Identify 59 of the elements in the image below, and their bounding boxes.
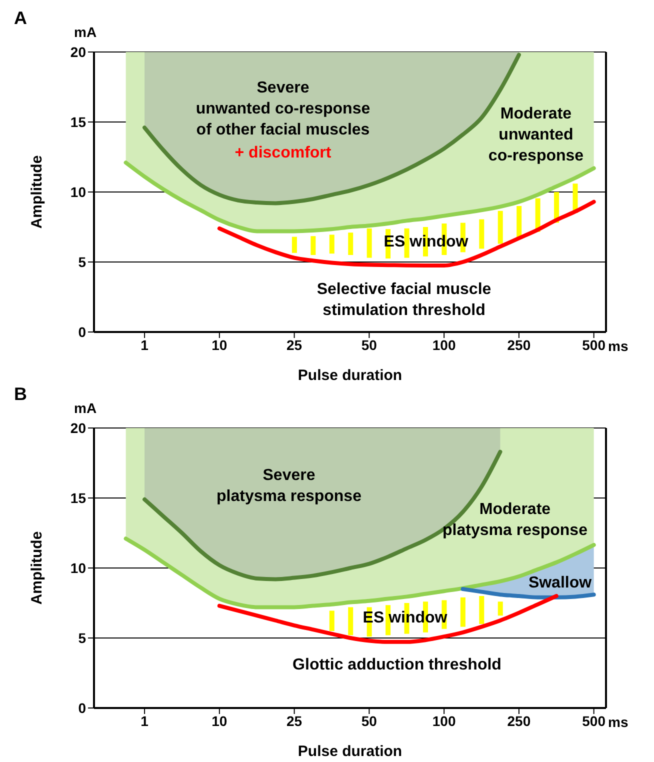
- bar: [292, 236, 297, 253]
- chart-title: B: [14, 384, 27, 405]
- line-series: [217, 594, 558, 644]
- y-tick-label: 20: [70, 420, 86, 436]
- x-tick-label: 50: [361, 712, 378, 729]
- chart-title: A: [14, 8, 27, 29]
- bar: [310, 236, 316, 255]
- annotation: Swallow: [528, 574, 592, 594]
- x-tick-label: 1: [140, 712, 149, 729]
- bar: [366, 228, 372, 258]
- annotation: Severe unwanted co-response of other facial muscles: [196, 78, 370, 140]
- bar: [479, 596, 484, 624]
- x-tick-label: 250: [507, 712, 531, 729]
- x-tick-label: 1: [140, 336, 149, 353]
- bar: [498, 210, 503, 244]
- bar: [479, 219, 484, 249]
- annotation: Glottic adduction threshold: [292, 656, 502, 676]
- y-tick-label: 15: [70, 490, 86, 506]
- x-axis-title: Pulse duration: [298, 743, 402, 760]
- x-tick-label: 100: [432, 712, 456, 729]
- bar: [348, 607, 354, 636]
- y-axis-title: Amplitude: [28, 155, 46, 229]
- bar: [516, 206, 522, 238]
- bar: [348, 232, 354, 255]
- annotation: Selective facial muscle stimulation threshold: [316, 280, 492, 321]
- y-tick-label: 5: [78, 254, 86, 270]
- x-axis-title: Pulse duration: [298, 367, 402, 384]
- bar: [498, 602, 503, 616]
- bar: [460, 597, 466, 627]
- x-tick-label: 50: [361, 336, 378, 353]
- bar: [329, 234, 334, 254]
- y-tick-label: 10: [70, 560, 86, 576]
- y-tick-label: 0: [78, 700, 86, 716]
- annotation: + discomfort: [234, 144, 332, 164]
- annotation: Moderate platysma response: [442, 500, 588, 541]
- x-tick-label: 10: [212, 712, 228, 729]
- text: ms: [608, 714, 628, 730]
- x-tick-label: 500: [582, 336, 606, 353]
- x-tick-label: 100: [432, 336, 456, 353]
- x-tick-label: 10: [212, 336, 228, 353]
- text: ms: [608, 338, 628, 354]
- y-tick-label: 5: [78, 630, 86, 646]
- bar: [329, 610, 334, 631]
- y-tick-label: 20: [70, 44, 86, 60]
- text: mA: [74, 24, 97, 40]
- x-tick-label: 25: [286, 336, 302, 353]
- x-tick-label: 250: [507, 336, 531, 353]
- y-axis-title: Amplitude: [28, 531, 46, 605]
- y-tick-label: 0: [78, 324, 86, 340]
- annotation: Moderate unwanted co-response: [488, 104, 584, 166]
- y-tick-label: 15: [70, 114, 86, 130]
- y-tick-label: 10: [70, 184, 86, 200]
- line-series: [124, 536, 596, 610]
- line-series: [217, 200, 596, 268]
- x-tick-label: 25: [286, 712, 302, 729]
- x-tick-label: 500: [582, 712, 606, 729]
- annotation: Severe platysma response: [216, 466, 362, 507]
- line-series: [460, 587, 596, 600]
- text: mA: [74, 400, 97, 416]
